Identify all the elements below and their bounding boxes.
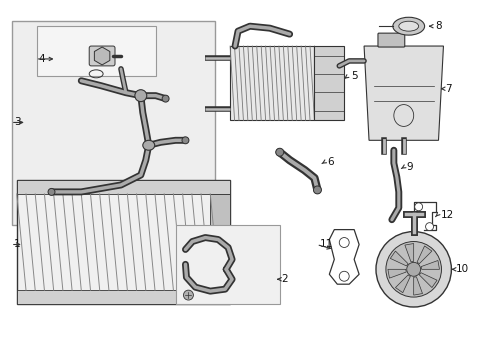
Polygon shape [364,46,443,140]
Bar [37,26,156,76]
Polygon shape [391,251,408,266]
Text: 2: 2 [282,274,288,284]
Polygon shape [395,275,410,293]
Ellipse shape [143,140,155,150]
Polygon shape [419,273,437,288]
Circle shape [415,203,422,211]
Text: 8: 8 [436,21,442,31]
Text: 1: 1 [14,239,21,249]
Circle shape [339,238,349,247]
Bar [210,194,230,290]
Text: 7: 7 [445,84,452,94]
Ellipse shape [135,90,147,102]
Ellipse shape [182,137,189,144]
Text: 5: 5 [351,71,358,81]
Polygon shape [414,277,422,295]
Polygon shape [421,261,440,269]
Text: 10: 10 [455,264,468,274]
Text: 4: 4 [39,54,45,64]
Bar [315,46,344,121]
Circle shape [407,262,420,276]
Text: 12: 12 [441,210,454,220]
Circle shape [426,223,434,231]
Polygon shape [417,246,432,264]
Circle shape [376,231,451,307]
Polygon shape [405,243,414,262]
Circle shape [183,290,194,300]
Circle shape [386,242,441,297]
FancyBboxPatch shape [378,33,405,47]
Bar [230,46,315,121]
Bar [12,21,215,225]
Polygon shape [388,269,406,278]
Ellipse shape [48,188,55,195]
Text: 9: 9 [407,162,414,172]
Ellipse shape [314,186,321,194]
Ellipse shape [399,21,418,31]
Text: 11: 11 [319,239,333,249]
Circle shape [339,271,349,281]
FancyBboxPatch shape [89,46,115,66]
Text: 6: 6 [327,157,334,167]
Ellipse shape [276,148,284,156]
Bar [175,225,280,304]
Ellipse shape [393,17,425,35]
Polygon shape [95,47,110,65]
Bar [17,180,230,304]
Bar [17,290,230,304]
Text: 3: 3 [14,117,21,127]
Ellipse shape [162,95,169,102]
Bar [17,180,230,194]
